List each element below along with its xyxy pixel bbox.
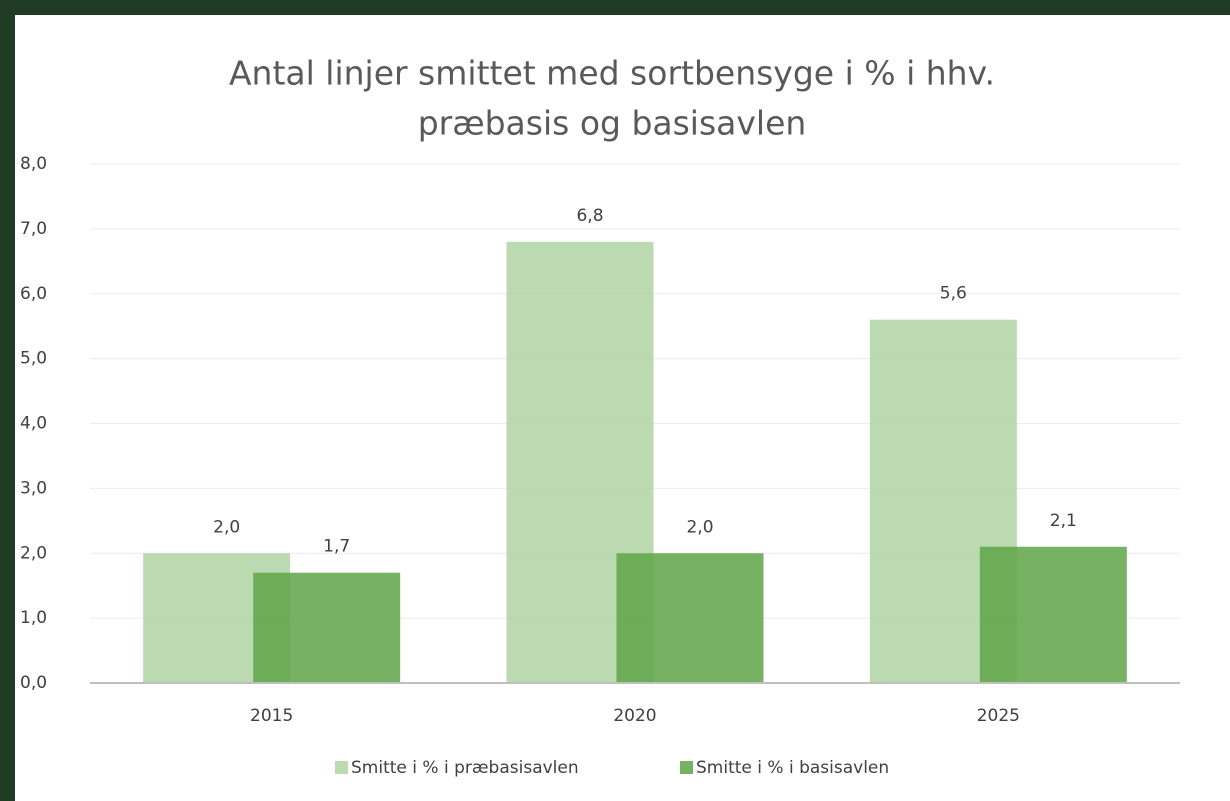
bar	[616, 553, 764, 683]
y-tick-label: 0,0	[20, 673, 47, 693]
data-label: 2,0	[686, 517, 713, 537]
y-tick-label: 4,0	[20, 414, 47, 434]
legend-label: Smitte i % i præbasisavlen	[351, 758, 579, 778]
bar	[253, 572, 401, 683]
x-tick-label: 2020	[613, 706, 656, 726]
x-tick-label: 2015	[250, 706, 293, 726]
data-label: 2,1	[1050, 511, 1077, 531]
legend-swatch	[335, 761, 348, 774]
y-tick-label: 3,0	[20, 478, 47, 498]
chart-title: præbasis og basisavlen	[418, 104, 807, 143]
y-tick-label: 8,0	[20, 154, 47, 174]
data-label: 6,8	[576, 206, 603, 226]
bar	[979, 546, 1127, 683]
data-label: 1,7	[323, 537, 350, 557]
x-tick-label: 2025	[977, 706, 1020, 726]
data-label: 5,6	[940, 284, 967, 304]
y-tick-label: 2,0	[20, 543, 47, 563]
y-tick-label: 6,0	[20, 284, 47, 304]
y-tick-label: 5,0	[20, 349, 47, 369]
legend-label: Smitte i % i basisavlen	[696, 758, 889, 778]
data-label: 2,0	[213, 517, 240, 537]
chart-title: Antal linjer smittet med sortbensyge i %…	[229, 54, 995, 93]
legend-swatch	[680, 761, 693, 774]
y-tick-label: 7,0	[20, 219, 47, 239]
y-tick-label: 1,0	[20, 608, 47, 628]
